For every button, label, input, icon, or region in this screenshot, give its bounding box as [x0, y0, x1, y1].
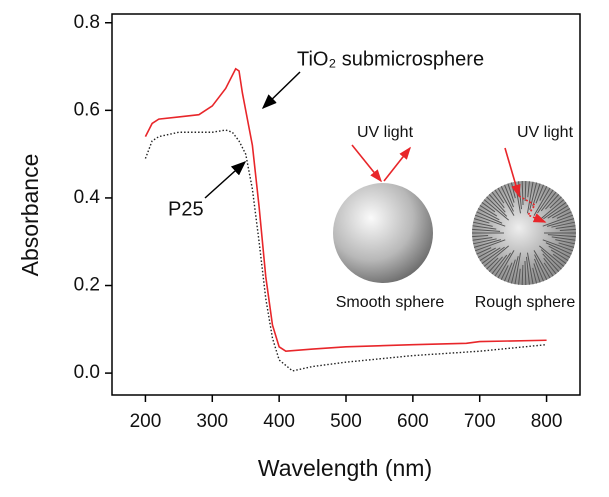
annotation: UV light: [357, 124, 414, 141]
y-axis-label: Absorbance: [17, 154, 43, 277]
annotation: UV light: [517, 124, 574, 141]
y-tick-label: 0.6: [74, 99, 100, 120]
x-tick-label: 500: [330, 411, 362, 432]
pointer-arrows: [205, 72, 300, 198]
annotation: Smooth sphere: [336, 294, 445, 311]
x-tick-label: 800: [531, 411, 563, 432]
smooth-sphere: [333, 183, 433, 283]
annotation: TiO₂ submicrosphere: [297, 48, 484, 70]
annotation: Rough sphere: [475, 294, 576, 311]
y-tick-label: 0.0: [74, 362, 100, 383]
x-axis-label: Wavelength (nm): [258, 455, 432, 481]
x-tick-label: 700: [464, 411, 496, 432]
annotation: P25: [168, 198, 204, 220]
y-tick-label: 0.4: [74, 187, 101, 208]
chart: Wavelength (nm) Absorbance TiO₂ submicro…: [0, 0, 609, 492]
y-tick-label: 0.2: [74, 275, 100, 296]
y-tick-label: 0.8: [74, 12, 100, 33]
x-tick-label: 600: [397, 411, 429, 432]
x-tick-label: 400: [263, 411, 295, 432]
x-tick-label: 300: [196, 411, 228, 432]
x-tick-label: 200: [130, 411, 162, 432]
